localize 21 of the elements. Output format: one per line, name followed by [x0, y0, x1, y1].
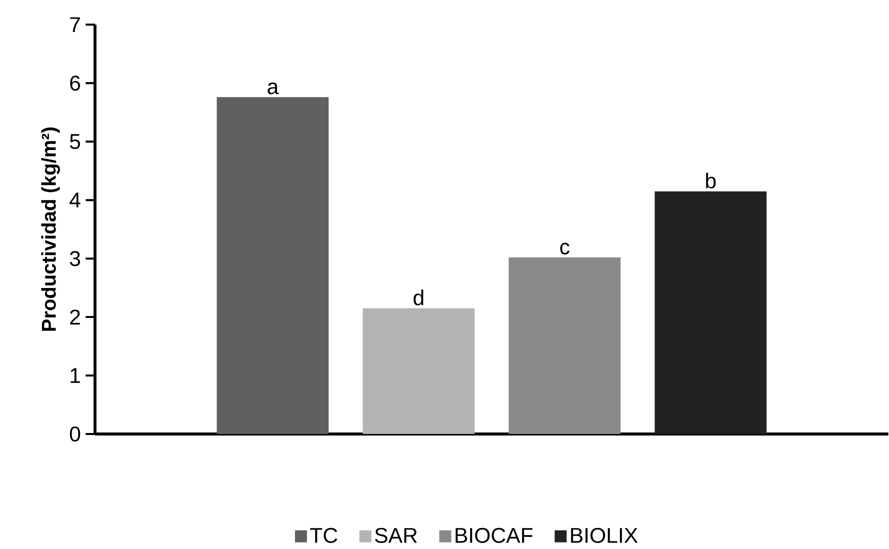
y-tick-label: 1: [70, 368, 80, 383]
y-tick-label: 3: [70, 251, 80, 266]
y-tick-label: 5: [70, 134, 80, 150]
data-label: b: [706, 172, 716, 188]
y-tick-label: 0: [70, 426, 80, 442]
legend-label: BIOCAF: [456, 528, 532, 543]
data-label: d: [414, 290, 424, 306]
y-tick-label: 7: [70, 17, 80, 32]
bar: [362, 308, 475, 434]
bar: [216, 97, 329, 434]
bar: [654, 191, 767, 434]
y-axis-title: Productividad (kg/m²): [41, 128, 60, 331]
y-tick-label: 2: [70, 310, 80, 324]
y-tick-label: 6: [70, 76, 80, 91]
data-label: c: [560, 242, 570, 254]
legend-label: BIOLIX: [571, 528, 638, 543]
bar: [508, 257, 621, 434]
legend-label: SAR: [375, 528, 417, 543]
legend-label: TC: [310, 528, 338, 543]
y-tick-label: 4: [70, 192, 80, 208]
data-label: a: [268, 82, 279, 94]
